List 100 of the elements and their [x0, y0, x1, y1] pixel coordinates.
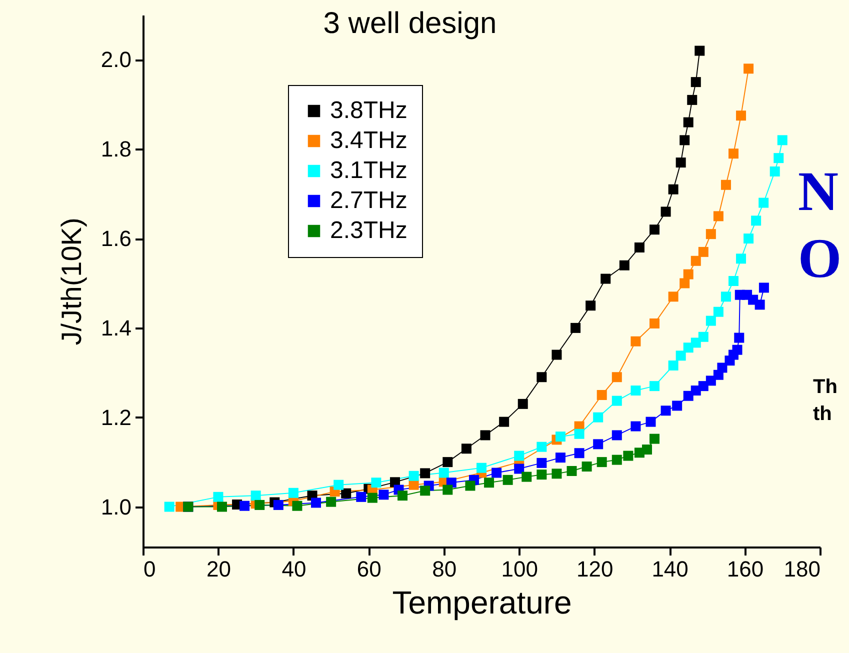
point [623, 450, 634, 461]
legend-label: 3.4THz [330, 127, 408, 154]
point [619, 260, 630, 270]
point [378, 490, 389, 500]
point [536, 458, 547, 468]
y-tick-label: 1.8 [100, 136, 132, 162]
point [612, 430, 622, 440]
point [334, 480, 344, 490]
point [758, 198, 769, 208]
point [552, 468, 562, 479]
point [698, 332, 708, 342]
legend-label: 3.8THz [330, 97, 408, 124]
point [720, 180, 731, 190]
point [642, 444, 652, 455]
point [612, 372, 622, 382]
point [514, 464, 524, 474]
point [650, 434, 660, 444]
point [770, 166, 780, 176]
point [326, 496, 336, 507]
point [555, 452, 566, 463]
point [650, 381, 660, 392]
point [596, 390, 607, 400]
point [668, 292, 678, 302]
point [420, 486, 430, 496]
point [408, 470, 419, 481]
point [683, 269, 694, 280]
point [536, 470, 547, 480]
annotation: O [798, 228, 842, 290]
point [676, 350, 686, 361]
point [596, 457, 607, 468]
point [502, 474, 513, 485]
point [555, 432, 566, 442]
point [612, 454, 622, 465]
point [216, 502, 227, 512]
point [484, 478, 494, 488]
x-tick-label: 100 [501, 556, 538, 582]
point [408, 480, 419, 490]
chart-title: 3 well design [323, 7, 497, 40]
point [518, 398, 528, 409]
point [586, 300, 596, 311]
point [634, 242, 644, 252]
point [690, 256, 701, 266]
point [758, 282, 769, 293]
point [736, 254, 746, 264]
point [566, 466, 577, 476]
point [680, 135, 690, 146]
x-tick-label: 160 [726, 556, 764, 582]
point [213, 492, 224, 502]
point [593, 439, 604, 450]
point [630, 386, 641, 396]
point [612, 396, 622, 406]
point [593, 412, 604, 422]
point [288, 488, 298, 498]
point [367, 492, 378, 503]
point [582, 462, 592, 472]
point [254, 500, 265, 510]
point [754, 300, 765, 310]
annotation: N [798, 161, 838, 223]
point [777, 135, 788, 146]
point [650, 224, 660, 235]
point [311, 498, 322, 508]
point [630, 336, 641, 346]
point [668, 360, 678, 370]
point [706, 229, 716, 240]
x-tick-label: 40 [282, 556, 306, 582]
y-tick-label: 1.6 [100, 226, 132, 252]
point [570, 322, 581, 333]
y-tick-label: 1.2 [100, 404, 132, 430]
point [499, 416, 510, 427]
point [574, 428, 584, 439]
point [736, 110, 746, 121]
point [660, 406, 671, 416]
legend-label: 2.7THz [330, 187, 408, 214]
point [744, 64, 754, 74]
point [713, 211, 724, 222]
point [728, 148, 738, 159]
point [492, 468, 502, 478]
annotation: th [813, 403, 832, 425]
point [574, 448, 584, 458]
point [240, 500, 250, 511]
legend-label: 2.3THz [330, 217, 408, 244]
point [442, 484, 453, 495]
point [292, 500, 302, 511]
point [646, 416, 656, 427]
point [751, 216, 762, 226]
point [774, 153, 784, 164]
point [164, 502, 174, 512]
point [687, 94, 698, 105]
point [398, 490, 408, 501]
point [514, 450, 524, 461]
x-tick-label: 180 [784, 556, 820, 582]
y-tick-label: 1.4 [100, 315, 132, 340]
x-tick-label: 0 [144, 556, 156, 582]
point [420, 468, 430, 478]
point [690, 77, 701, 88]
point [680, 278, 690, 288]
point [552, 350, 562, 360]
point [536, 372, 547, 382]
point [438, 468, 449, 478]
point [713, 306, 724, 317]
